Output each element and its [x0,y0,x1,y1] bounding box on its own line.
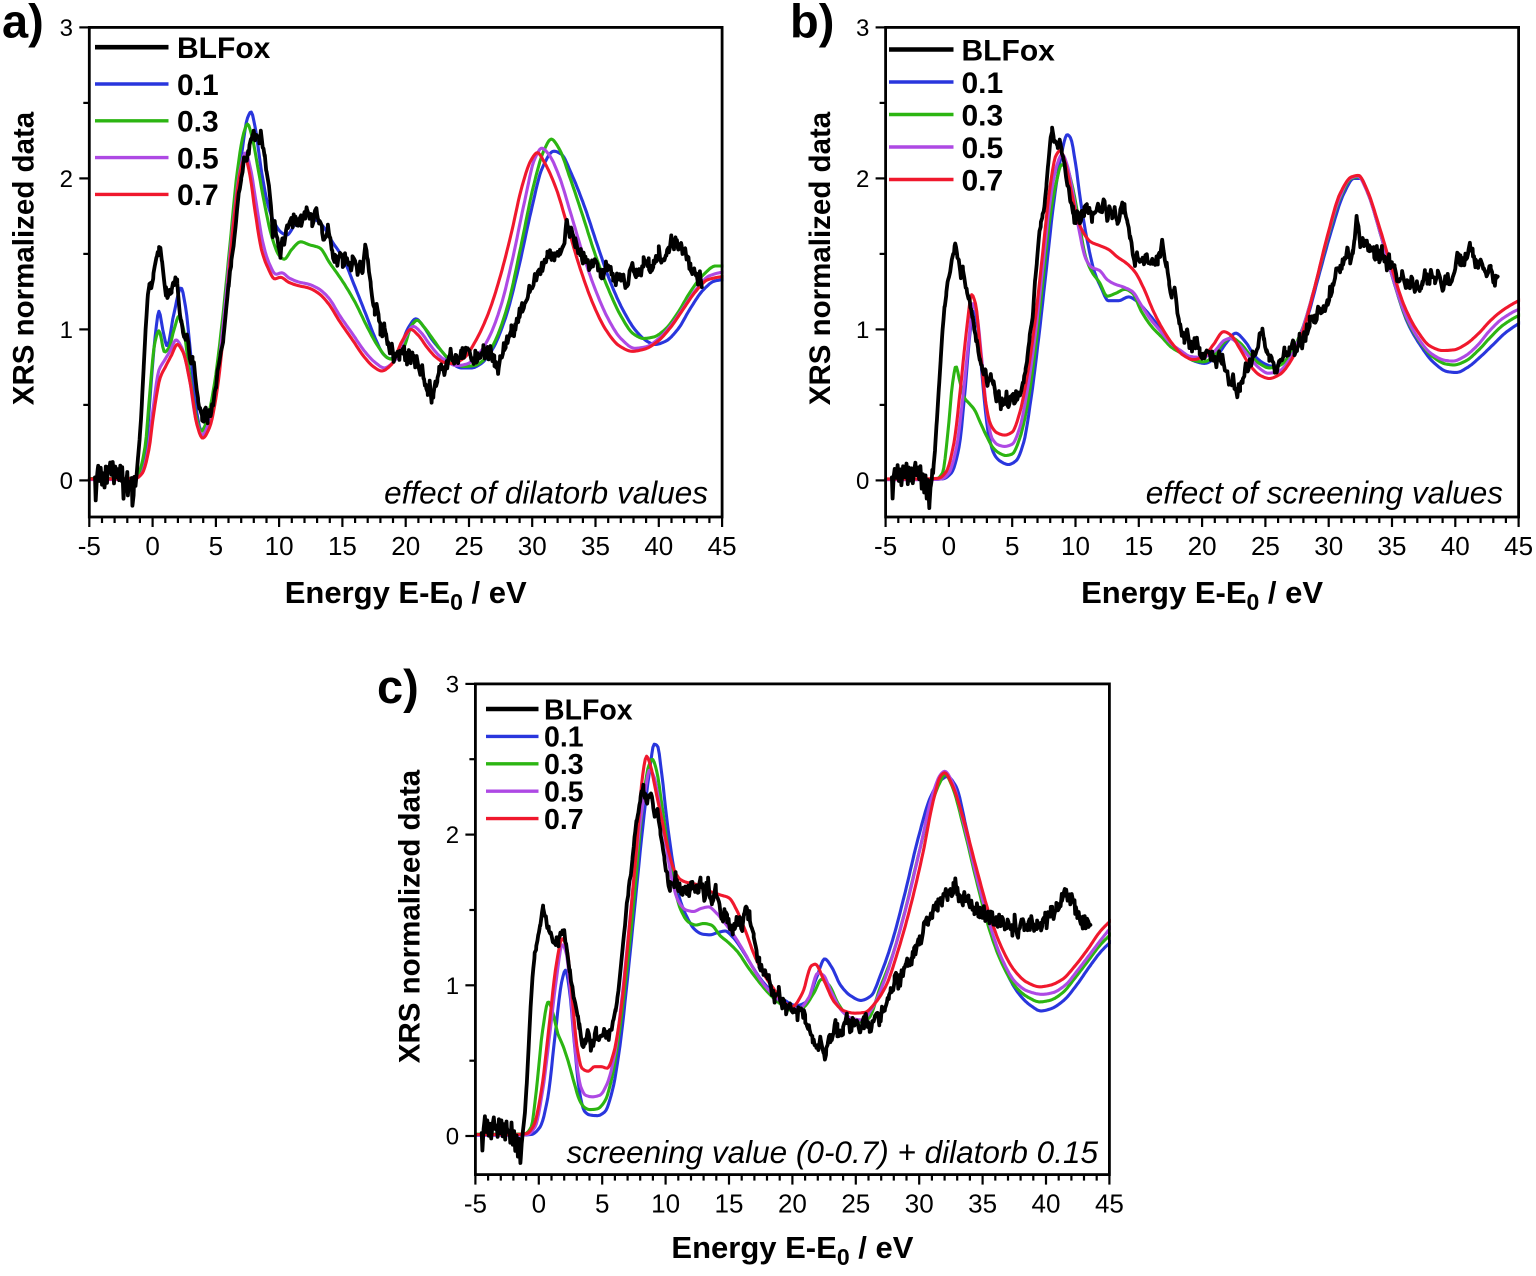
svg-text:45: 45 [1095,1189,1124,1219]
svg-text:BLFox: BLFox [962,34,1056,67]
svg-text:XRS normalized data: XRS normalized data [804,111,837,405]
svg-text:0.1: 0.1 [177,69,219,102]
svg-text:10: 10 [1061,531,1090,561]
svg-text:0.7: 0.7 [177,179,219,212]
svg-text:0: 0 [532,1189,546,1219]
svg-text:35: 35 [1378,531,1407,561]
svg-text:0: 0 [856,468,869,495]
svg-text:0.5: 0.5 [962,132,1004,165]
svg-text:10: 10 [651,1189,680,1219]
svg-text:3: 3 [60,15,73,42]
svg-text:35: 35 [581,531,610,561]
svg-text:0.7: 0.7 [962,164,1004,197]
svg-text:BLFox: BLFox [177,32,271,65]
svg-text:1: 1 [446,973,459,1000]
svg-text:0: 0 [145,531,159,561]
svg-text:BLFox: BLFox [544,694,633,726]
svg-text:15: 15 [715,1189,744,1219]
svg-text:25: 25 [455,531,484,561]
svg-text:20: 20 [778,1189,807,1219]
svg-text:0.5: 0.5 [544,777,584,809]
svg-text:5: 5 [209,531,223,561]
svg-text:0: 0 [60,468,73,495]
svg-text:1: 1 [856,317,869,344]
svg-text:35: 35 [968,1189,997,1219]
svg-text:effect of screening values: effect of screening values [1146,475,1503,511]
svg-text:20: 20 [1188,531,1217,561]
svg-text:-5: -5 [464,1189,487,1219]
svg-text:Energy E-E0 / eV: Energy E-E0 / eV [285,575,527,615]
svg-text:45: 45 [1504,531,1533,561]
svg-text:5: 5 [595,1189,609,1219]
svg-text:3: 3 [446,671,459,698]
svg-text:c): c) [377,660,419,713]
svg-text:0.3: 0.3 [177,106,219,139]
svg-text:0: 0 [446,1124,459,1151]
svg-text:-5: -5 [874,531,897,561]
svg-text:-5: -5 [78,531,101,561]
svg-text:0.1: 0.1 [962,67,1004,100]
svg-text:40: 40 [1032,1189,1061,1219]
svg-text:0.3: 0.3 [544,749,584,781]
svg-text:45: 45 [708,531,737,561]
svg-text:20: 20 [391,531,420,561]
svg-text:Energy E-E0 / eV: Energy E-E0 / eV [671,1230,913,1270]
svg-text:0.1: 0.1 [544,722,584,754]
svg-text:0.3: 0.3 [962,99,1004,132]
svg-text:25: 25 [1251,531,1280,561]
svg-text:XRS normalized data: XRS normalized data [8,111,41,405]
svg-text:30: 30 [518,531,547,561]
svg-text:1: 1 [60,317,73,344]
svg-text:b): b) [790,0,834,48]
svg-text:30: 30 [905,1189,934,1219]
svg-text:2: 2 [856,166,869,193]
svg-text:30: 30 [1314,531,1343,561]
svg-text:15: 15 [1124,531,1153,561]
svg-text:0: 0 [942,531,956,561]
svg-text:0.7: 0.7 [544,804,584,836]
svg-text:XRS normalized data: XRS normalized data [394,769,427,1063]
svg-text:0.5: 0.5 [177,142,219,175]
svg-text:a): a) [2,0,44,48]
svg-text:2: 2 [60,166,73,193]
svg-text:10: 10 [265,531,294,561]
svg-text:Energy E-E0 / eV: Energy E-E0 / eV [1081,575,1323,615]
svg-text:3: 3 [856,15,869,42]
svg-text:screening value (0-0.7) + dila: screening value (0-0.7) + dilatorb 0.15 [567,1134,1099,1170]
svg-text:15: 15 [328,531,357,561]
svg-text:40: 40 [644,531,673,561]
svg-text:effect of dilatorb values: effect of dilatorb values [384,475,708,511]
svg-text:5: 5 [1005,531,1019,561]
svg-text:40: 40 [1441,531,1470,561]
svg-text:2: 2 [446,822,459,849]
svg-text:25: 25 [841,1189,870,1219]
